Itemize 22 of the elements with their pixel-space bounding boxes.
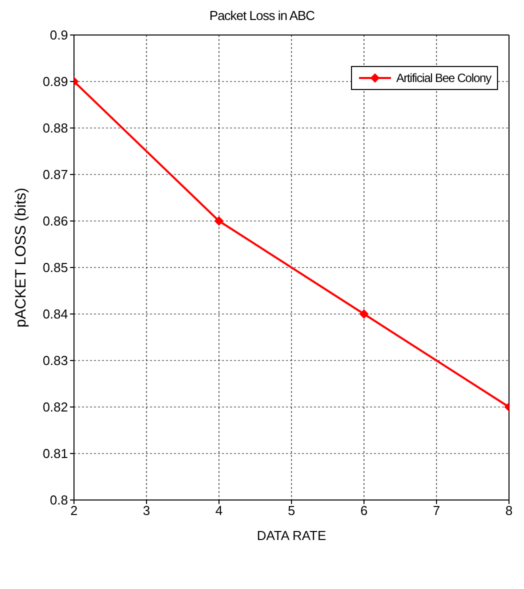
legend-label: Artificial Bee Colony (396, 71, 491, 85)
y-tick-label: 0.83 (42, 353, 68, 368)
x-tick-label: 3 (142, 503, 150, 518)
x-tick-label: 7 (432, 503, 440, 518)
y-tick-label: 0.82 (42, 400, 68, 415)
y-tick-label: 0.89 (42, 74, 68, 90)
x-tick-label: 8 (505, 503, 513, 518)
x-tick-label: 5 (288, 503, 296, 518)
y-tick-label: 0.86 (42, 214, 68, 229)
y-axis-title: pACKET LOSS (bits) (12, 188, 30, 328)
y-tick-label: 0.8 (50, 492, 68, 508)
x-axis-title: DATA RATE (256, 528, 326, 543)
x-tick-label: 4 (215, 503, 223, 518)
x-tick-label: 6 (360, 503, 368, 518)
chart-title: Packet Loss in ABC (208, 8, 316, 25)
y-tick-label: 0.85 (42, 260, 68, 276)
y-tick-label: 0.81 (42, 446, 68, 462)
x-tick-label: 2 (70, 503, 78, 518)
y-tick-label: 0.88 (42, 120, 68, 136)
y-tick-label: 0.9 (50, 28, 68, 43)
y-tick-label: 0.84 (42, 306, 68, 322)
y-tick-label: 0.87 (42, 167, 68, 182)
